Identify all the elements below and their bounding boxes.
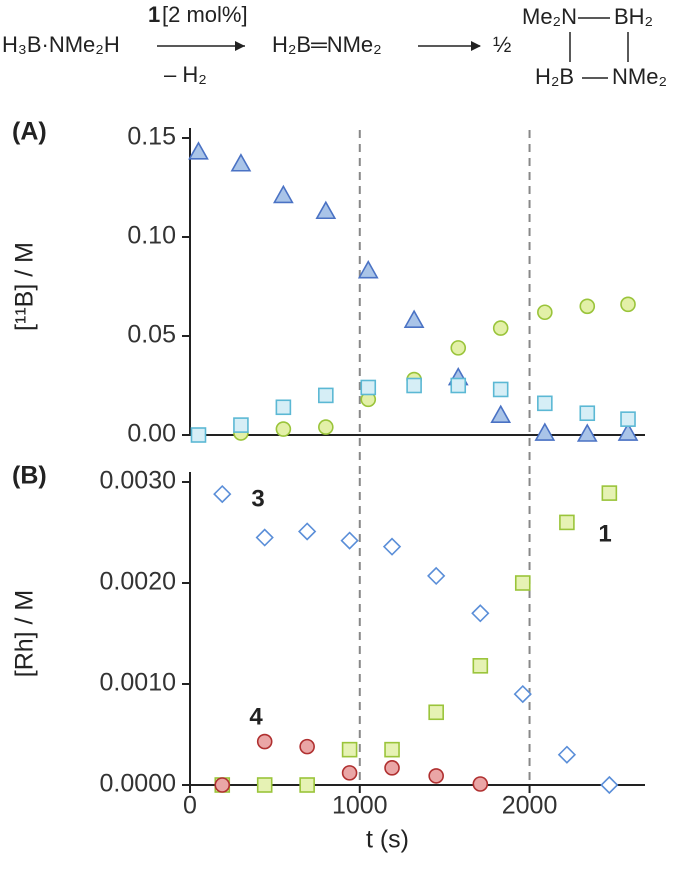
panel-label: (A) xyxy=(12,118,47,146)
circle-marker xyxy=(492,320,509,336)
circle-marker xyxy=(620,296,636,313)
y-tick-label: 0.15 xyxy=(127,123,176,151)
arrow-head xyxy=(235,41,245,51)
y-tick-label: 0.0020 xyxy=(100,568,176,596)
triangle-marker xyxy=(273,184,294,204)
circle-marker xyxy=(450,340,467,356)
triangle-marker xyxy=(230,153,252,172)
diamond-marker xyxy=(382,537,402,556)
diamond-marker xyxy=(427,566,446,586)
triangle-marker xyxy=(188,141,209,160)
annotation: 3 xyxy=(251,485,264,512)
annotation: 1 xyxy=(598,520,611,547)
y-tick-label: 0.05 xyxy=(127,321,176,349)
ring-atom: BH₂ xyxy=(614,4,653,29)
square-marker xyxy=(256,777,273,793)
square-marker xyxy=(360,379,377,396)
diamond-marker xyxy=(557,745,577,764)
square-marker xyxy=(318,387,334,404)
square-marker xyxy=(384,741,400,758)
square-marker xyxy=(620,411,636,427)
triangle-marker xyxy=(490,404,512,423)
square-marker xyxy=(579,405,596,422)
square-marker xyxy=(450,377,467,394)
circle-marker xyxy=(384,760,400,776)
square-marker xyxy=(406,377,422,394)
x-tick-label: 2000 xyxy=(502,792,558,820)
ring-atom: Me₂N xyxy=(522,4,577,29)
square-marker xyxy=(341,741,358,758)
triangle-marker xyxy=(357,260,379,279)
diamond-marker xyxy=(340,531,359,550)
circle-marker xyxy=(579,298,596,315)
scheme: H₃B·NMe₂H 1 [2 mol%] – H₂ H₂B═NMe₂ ½ Me₂… xyxy=(2,2,667,89)
y-tick-label: 0.0030 xyxy=(100,467,176,495)
y-axis-label: [Rh] / M xyxy=(11,590,39,678)
square-marker xyxy=(492,381,509,398)
arrow-head xyxy=(471,41,481,51)
loading: [2 mol%] xyxy=(162,2,248,27)
y-tick-label: 0.00 xyxy=(127,420,176,448)
x-tick-label: 1000 xyxy=(332,792,388,820)
triangle-marker xyxy=(315,200,337,220)
diamond-marker xyxy=(255,528,274,547)
byproduct: – H₂ xyxy=(164,62,207,87)
y-tick-label: 0.0010 xyxy=(100,669,176,697)
y-axis-label: [¹¹B] / M xyxy=(11,242,39,331)
circle-marker xyxy=(537,304,553,321)
x-axis-label: t (s) xyxy=(366,826,409,854)
triangle-marker xyxy=(576,423,598,442)
circle-marker xyxy=(428,768,444,784)
circle-marker xyxy=(214,777,231,793)
triangle-marker xyxy=(617,422,639,441)
plots: 0.00 0.05 0.10 0.15 [¹¹B] / M (A) 0.0000 0.0010… xyxy=(11,118,645,854)
fraction: ½ xyxy=(493,32,511,57)
square-marker xyxy=(428,704,444,721)
circle-marker xyxy=(341,765,358,781)
circle-marker xyxy=(275,421,292,437)
diamond-marker xyxy=(213,484,232,504)
circle-marker xyxy=(472,776,489,792)
circle-marker xyxy=(299,738,315,755)
reactant: H₃B·NMe₂H xyxy=(2,32,120,57)
catalyst: 1 xyxy=(148,2,160,27)
x-tick-label: 0 xyxy=(183,792,197,820)
diamond-marker xyxy=(600,775,619,795)
square-marker xyxy=(559,514,575,531)
square-marker xyxy=(601,485,618,501)
square-marker xyxy=(537,395,553,412)
square-marker xyxy=(233,417,249,433)
square-marker xyxy=(299,777,315,793)
annotation: 4 xyxy=(249,703,263,730)
square-marker xyxy=(190,427,207,443)
circle-marker xyxy=(256,733,273,750)
diamond-marker xyxy=(513,684,532,704)
panel-label: (B) xyxy=(12,462,47,490)
square-marker xyxy=(275,399,292,416)
diamond-marker xyxy=(298,522,317,541)
y-tick-label: 0.0000 xyxy=(100,770,176,798)
intermediate: H₂B═NMe₂ xyxy=(272,32,382,57)
square-marker xyxy=(472,658,489,674)
circle-marker xyxy=(318,419,334,435)
triangle-marker xyxy=(403,309,425,328)
square-marker xyxy=(514,575,531,591)
triangle-marker xyxy=(534,422,556,441)
diamond-marker xyxy=(471,604,490,623)
y-tick-label: 0.10 xyxy=(127,222,176,250)
ring-atom: NMe₂ xyxy=(612,64,667,89)
ring-atom: H₂B xyxy=(535,64,574,89)
